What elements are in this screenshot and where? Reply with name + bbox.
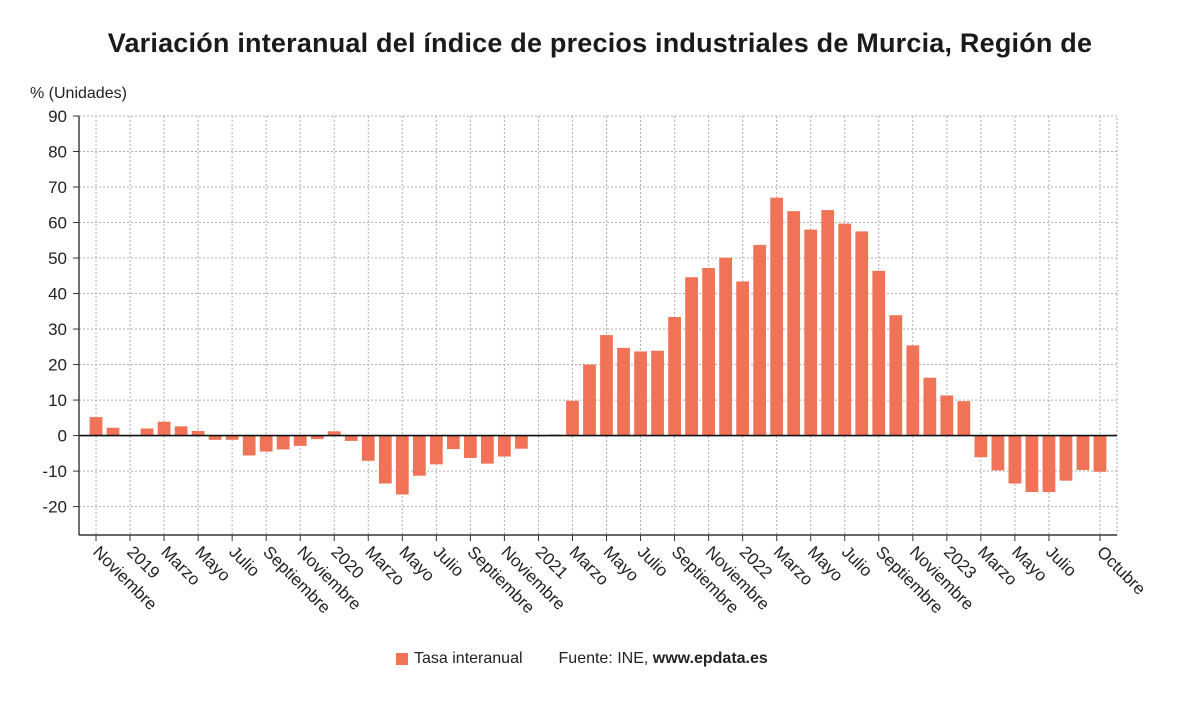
bar [906,345,920,436]
bar [957,401,971,436]
bar [1042,435,1056,493]
bar [889,315,903,436]
bar [276,435,290,450]
bar [634,351,647,436]
bar [157,421,171,436]
bar [702,267,715,436]
x-tick-label: Octubre [1093,542,1149,598]
y-tick-label: 10 [48,391,67,410]
bar [1059,435,1073,481]
bar [498,435,511,457]
y-tick-label: 90 [48,107,67,126]
bar [242,435,256,456]
legend-label: Tasa interanual [414,650,523,667]
bar [412,435,426,476]
bar [753,244,767,436]
bar [395,435,409,495]
bar [225,435,239,440]
y-tick-label: 50 [48,249,67,268]
y-axis-unit-label: % (Unidades) [30,85,127,102]
y-tick-label: 80 [48,143,67,162]
source-note: Fuente: INE, www.epdata.es [559,650,768,668]
bar [1025,435,1039,493]
bar [463,435,477,458]
bar [719,257,733,436]
plot-frame [78,115,1118,536]
y-tick-label: 40 [48,285,67,304]
bar [1008,435,1022,484]
y-tick-label: 70 [48,178,67,197]
bar [787,211,801,436]
y-tick-label: 60 [48,214,67,233]
y-tick-label: 30 [48,320,67,339]
bar [668,316,681,436]
y-tick-label: -10 [42,462,67,481]
bar [89,417,103,436]
y-tick-label: -20 [42,498,67,517]
bar [770,197,784,436]
bar [685,277,698,436]
bar [617,347,630,436]
bar [1076,435,1090,471]
bar [974,435,988,458]
bar [872,270,886,436]
bar [174,426,188,436]
bar [327,431,341,436]
bar [940,395,954,436]
bar [293,435,307,446]
bar [855,231,869,436]
bar [259,435,273,452]
source-prefix: Fuente: INE, [558,650,653,667]
bar [515,435,528,449]
bar [344,435,358,441]
bar [361,435,375,461]
bar [106,427,120,436]
bar [583,364,596,436]
legend: Tasa interanual Fuente: INE, www.epdata.… [396,650,768,668]
bar [429,435,443,465]
chart-title: Variación interanual del índice de preci… [107,28,1093,58]
bar [378,435,392,484]
bar [804,229,818,436]
bar [481,435,494,464]
bar [736,281,750,436]
y-tick-label: 0 [58,427,67,446]
legend-swatch [396,653,408,665]
bar [651,350,664,436]
bar [923,377,937,436]
bar [821,210,835,436]
bar [310,435,324,440]
bar [838,223,852,436]
bar [566,400,579,436]
bar [208,435,222,440]
y-tick-label: 20 [48,356,67,375]
bar [1093,435,1107,472]
bar [600,335,613,436]
bar [446,435,460,450]
bar [191,430,205,436]
source-site: www.epdata.es [652,650,768,667]
bar [991,435,1005,471]
bar [140,428,154,436]
